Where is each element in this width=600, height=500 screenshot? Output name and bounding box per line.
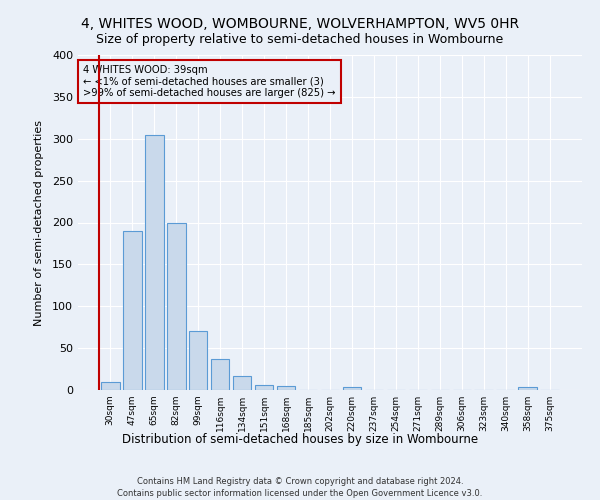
Bar: [101, 382, 119, 390]
Bar: [189, 332, 208, 390]
Text: Contains HM Land Registry data © Crown copyright and database right 2024.: Contains HM Land Registry data © Crown c…: [137, 478, 463, 486]
Text: Distribution of semi-detached houses by size in Wombourne: Distribution of semi-detached houses by …: [122, 432, 478, 446]
Text: 4, WHITES WOOD, WOMBOURNE, WOLVERHAMPTON, WV5 0HR: 4, WHITES WOOD, WOMBOURNE, WOLVERHAMPTON…: [81, 18, 519, 32]
Bar: [518, 388, 537, 390]
Bar: [167, 222, 185, 390]
Bar: [277, 386, 295, 390]
Bar: [145, 134, 164, 390]
Text: Contains public sector information licensed under the Open Government Licence v3: Contains public sector information licen…: [118, 489, 482, 498]
Bar: [211, 359, 229, 390]
Bar: [233, 376, 251, 390]
Y-axis label: Number of semi-detached properties: Number of semi-detached properties: [34, 120, 44, 326]
Text: 4 WHITES WOOD: 39sqm
← <1% of semi-detached houses are smaller (3)
>99% of semi-: 4 WHITES WOOD: 39sqm ← <1% of semi-detac…: [83, 65, 335, 98]
Bar: [123, 231, 142, 390]
Bar: [343, 388, 361, 390]
Bar: [255, 385, 274, 390]
Text: Size of property relative to semi-detached houses in Wombourne: Size of property relative to semi-detach…: [97, 32, 503, 46]
